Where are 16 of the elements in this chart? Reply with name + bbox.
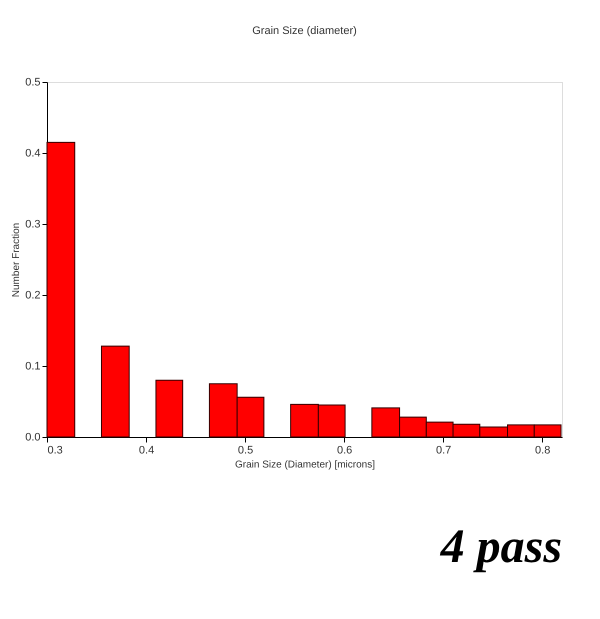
x-tick-label: 0.5 — [238, 444, 254, 456]
y-axis-title: Number Fraction — [11, 222, 22, 298]
x-tick-label: 0.6 — [336, 444, 352, 456]
y-tick-label: 0.3 — [25, 218, 40, 230]
y-tick-label: 0.1 — [25, 360, 40, 372]
y-tick-label: 0.5 — [25, 76, 40, 88]
x-tick-label: 0.7 — [436, 444, 452, 456]
y-tick-label: 0.0 — [25, 432, 40, 444]
y-tick-label: 0.4 — [25, 148, 40, 160]
chart-title: Grain Size (diameter) — [252, 25, 357, 37]
x-tick-label: 0.4 — [138, 444, 154, 456]
x-tick-label: 0.8 — [535, 444, 550, 456]
text: 4 pass — [440, 520, 562, 573]
x-tick-label: 0.3 — [48, 444, 63, 456]
y-tick-label: 0.2 — [25, 290, 40, 302]
x-axis-title: Grain Size (Diameter) [microns] — [234, 460, 376, 470]
